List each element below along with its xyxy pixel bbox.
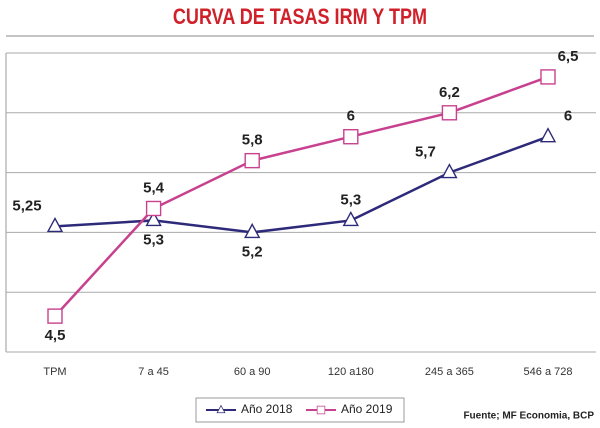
legend-marker <box>216 404 226 414</box>
legend-label: Año 2019 <box>341 402 393 416</box>
marker <box>342 210 359 227</box>
marker <box>46 216 64 233</box>
data-label: 6 <box>347 108 355 125</box>
data-label: 5,2 <box>242 243 263 260</box>
marker <box>145 210 162 227</box>
x-tick-label: TPM <box>43 366 66 378</box>
marker <box>244 222 261 239</box>
x-tick-label: 120 a180 <box>328 366 374 378</box>
data-label: 4,5 <box>45 327 66 344</box>
marker <box>343 129 359 145</box>
x-tick-label: 546 a 728 <box>524 366 573 378</box>
marker <box>441 105 458 121</box>
data-label: 5,4 <box>143 179 165 196</box>
x-tick-label: 60 a 90 <box>234 366 271 378</box>
data-label: 5,3 <box>340 191 361 208</box>
data-label: 5,8 <box>242 132 263 149</box>
data-label: 5,7 <box>415 144 436 161</box>
legend-marker <box>316 405 326 415</box>
series-line <box>54 75 549 317</box>
x-tick-label: 245 a 365 <box>425 366 474 378</box>
source: Fuente; MF Economia, BCP <box>463 411 594 422</box>
marker <box>145 200 162 217</box>
data-label: 6 <box>564 108 572 125</box>
legend: Año 2018 Año 2019 <box>195 397 405 423</box>
marker <box>539 127 557 143</box>
marker <box>441 163 458 179</box>
data-label: 5,3 <box>143 231 164 248</box>
x-tick-label: 7 a 45 <box>138 366 169 378</box>
marker <box>540 69 556 85</box>
data-label: 6,5 <box>558 48 579 65</box>
data-label: 5,25 <box>12 197 41 214</box>
series-line <box>54 135 549 234</box>
marker <box>47 308 63 324</box>
legend-label: Año 2018 <box>241 402 293 416</box>
chart-title: CURVA DE TASAS IRM Y TPM <box>173 5 427 29</box>
marker <box>244 152 260 169</box>
data-label: 6,2 <box>439 84 460 101</box>
